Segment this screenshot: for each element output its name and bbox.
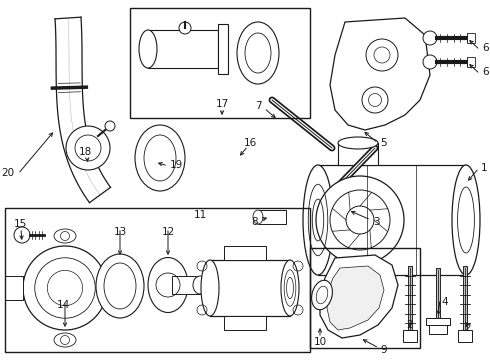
Bar [338,143,378,165]
Ellipse shape [253,210,263,224]
Ellipse shape [201,260,219,316]
Bar [224,246,266,260]
Bar [429,318,447,334]
Bar [5,276,23,300]
Text: 13: 13 [113,227,126,237]
Bar [403,330,417,342]
Ellipse shape [338,137,378,149]
Circle shape [66,126,110,170]
Circle shape [366,39,398,71]
Ellipse shape [303,165,333,275]
Text: 1: 1 [481,163,488,173]
Bar [467,33,475,43]
Ellipse shape [281,260,299,316]
Text: 9: 9 [380,345,387,355]
Text: 4: 4 [441,297,448,307]
Bar [148,30,218,68]
Ellipse shape [148,257,188,312]
Text: 3: 3 [373,217,380,227]
Text: 14: 14 [56,300,70,310]
Bar [467,57,475,67]
Bar [258,210,286,224]
Ellipse shape [54,229,76,243]
Bar [458,330,472,342]
Text: 18: 18 [78,147,92,157]
Text: 19: 19 [170,160,183,170]
Polygon shape [330,18,430,130]
Text: 2: 2 [465,323,471,333]
Bar [310,248,420,348]
Bar [210,260,290,316]
Text: 17: 17 [216,99,229,109]
Text: 12: 12 [161,227,174,237]
Text: 6: 6 [482,67,489,77]
Bar [130,8,310,118]
Circle shape [362,87,388,113]
Ellipse shape [144,135,176,181]
Bar [426,318,450,325]
Text: 11: 11 [194,210,207,220]
Text: 15: 15 [13,219,26,229]
Circle shape [346,206,374,234]
Ellipse shape [139,30,157,68]
Text: 8: 8 [251,217,258,227]
Polygon shape [320,255,398,338]
Text: 20: 20 [1,168,14,178]
Text: 2: 2 [407,320,413,330]
Ellipse shape [312,280,332,310]
Text: 10: 10 [314,337,326,347]
Ellipse shape [237,22,279,84]
Circle shape [179,22,191,34]
Polygon shape [327,266,384,330]
Circle shape [23,246,107,330]
Polygon shape [55,17,111,203]
Text: 7: 7 [255,101,262,111]
Bar [224,316,266,330]
Bar [5,208,310,352]
Circle shape [330,190,390,250]
Ellipse shape [54,333,76,347]
Ellipse shape [104,263,136,309]
Text: 5: 5 [380,138,387,148]
Bar [172,276,200,294]
Bar [318,165,466,275]
Circle shape [316,176,404,264]
Ellipse shape [452,165,480,275]
Ellipse shape [193,276,207,294]
Text: 6: 6 [482,43,489,53]
Circle shape [14,227,30,243]
Circle shape [105,121,115,131]
Bar [218,24,228,74]
Text: 16: 16 [244,138,257,148]
Circle shape [423,55,437,69]
Ellipse shape [96,254,144,318]
Circle shape [423,31,437,45]
Ellipse shape [135,125,185,191]
